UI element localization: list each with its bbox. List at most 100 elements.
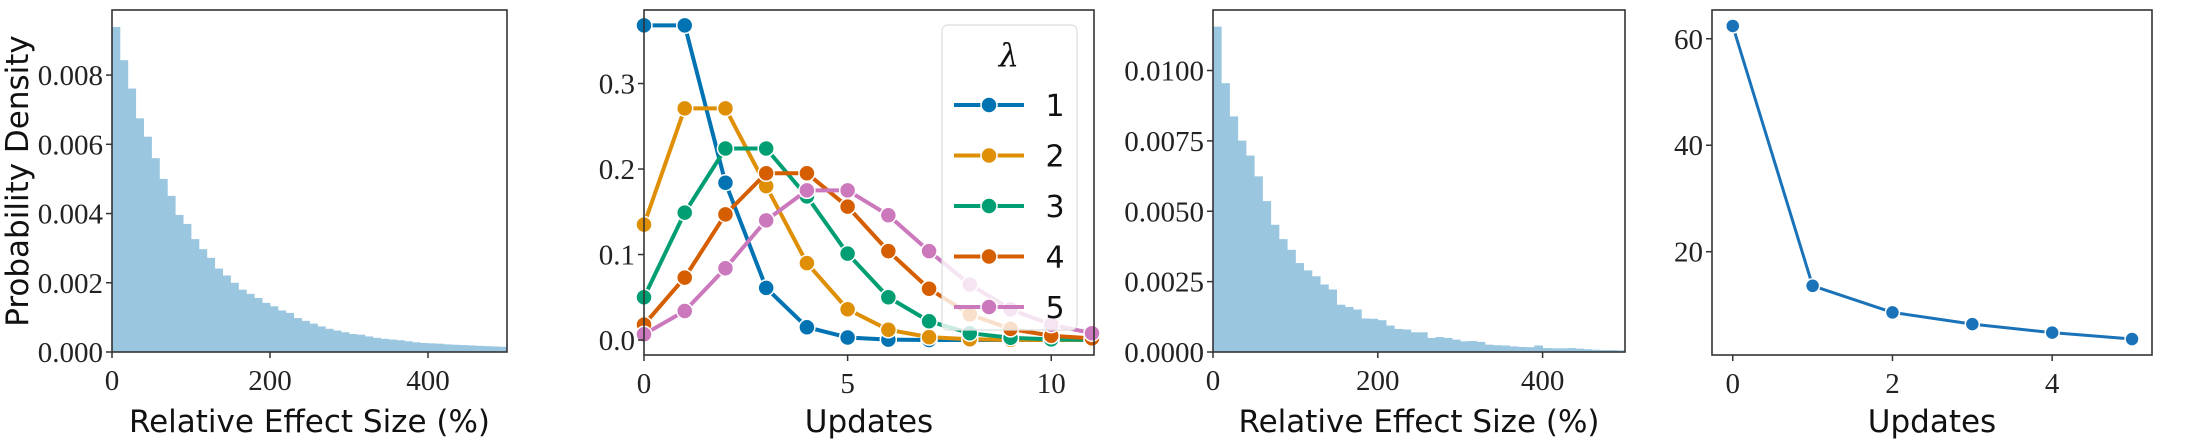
- histogram-bar: [1534, 345, 1543, 352]
- y-tick-label: 0.0050: [1124, 196, 1204, 228]
- histogram-bar: [459, 345, 468, 352]
- legend-label: 4: [1045, 241, 1064, 276]
- data-point: [879, 321, 898, 339]
- data-point: [1725, 18, 1741, 34]
- histogram-bar: [159, 178, 168, 352]
- histogram-bar: [1254, 176, 1263, 352]
- histogram-bar: [1550, 348, 1560, 352]
- x-tick-label: 5: [840, 368, 855, 400]
- histogram-bar: [428, 343, 437, 352]
- histogram-bar: [1245, 155, 1255, 352]
- histogram-bar: [475, 345, 484, 352]
- histogram-bar: [1328, 289, 1337, 352]
- histogram-bar: [1583, 349, 1593, 352]
- y-tick-label: 0.1: [599, 240, 635, 272]
- histogram-bar: [1287, 249, 1296, 352]
- data-point: [920, 242, 938, 260]
- x-tick-label: 0: [1726, 368, 1741, 400]
- histogram-bar: [143, 136, 152, 352]
- data-point: [920, 312, 938, 330]
- x-tick-label: 0: [1206, 365, 1221, 397]
- y-axis-label: Probability Density: [0, 35, 36, 327]
- data-point: [879, 242, 898, 260]
- histogram-bar: [349, 334, 358, 352]
- series-series: [1725, 18, 2140, 347]
- x-tick-label: 0: [637, 368, 652, 400]
- histogram-bar: [1262, 201, 1272, 352]
- histogram-bar: [293, 318, 302, 352]
- histogram-bar: [206, 257, 216, 352]
- legend-marker: [980, 298, 998, 316]
- x-tick-label: 10: [1037, 368, 1066, 400]
- data-point: [1964, 316, 1981, 332]
- data-point: [1884, 304, 1901, 321]
- histogram-bar: [404, 341, 413, 352]
- y-tick-label: 0.0025: [1124, 267, 1204, 299]
- histogram-bar: [112, 26, 121, 352]
- data-point: [675, 268, 694, 287]
- histogram-bar: [1361, 318, 1370, 352]
- data-point: [879, 206, 898, 224]
- histogram-bar: [1237, 140, 1247, 352]
- histogram-bar: [285, 312, 295, 352]
- histogram-bar: [262, 302, 271, 352]
- legend-label: 3: [1045, 190, 1064, 225]
- axes-frame: [1711, 9, 2153, 356]
- histogram-bar: [1592, 349, 1601, 352]
- histogram-bar: [451, 344, 460, 352]
- histogram-bar: [230, 282, 239, 352]
- histogram-bar: [1278, 239, 1288, 352]
- histogram-bar: [396, 340, 405, 352]
- data-point: [757, 164, 775, 183]
- legend: λ1 2 3 4 5: [941, 24, 1078, 331]
- histogram-bar: [1311, 276, 1321, 352]
- histogram-bar: [1402, 329, 1412, 352]
- data-point: [757, 139, 775, 158]
- histogram-bar: [435, 343, 445, 352]
- legend-label: 5: [1045, 291, 1064, 326]
- panel-4: 0 2 4 20 40 60 Updates: [1674, 9, 2153, 440]
- histogram-bar: [277, 310, 287, 352]
- data-point: [716, 205, 735, 224]
- legend-marker: [980, 146, 998, 165]
- y-tick-label: 60: [1674, 24, 1703, 56]
- histogram-bar: [127, 88, 137, 353]
- y-tick-label: 0.0000: [1124, 337, 1204, 369]
- histogram-bar: [1427, 337, 1436, 352]
- data-point: [716, 99, 735, 118]
- x-tick-label: 200: [1356, 365, 1400, 397]
- plot-area: [1213, 26, 1626, 353]
- histogram-bar: [1509, 346, 1519, 352]
- axes-frame: [1212, 9, 1626, 353]
- histogram-bar: [1303, 270, 1313, 352]
- histogram-bar: [1517, 346, 1527, 352]
- legend-label: 2: [1045, 140, 1064, 175]
- histogram-bar: [333, 330, 342, 352]
- histogram-bar: [1419, 332, 1428, 352]
- data-point: [716, 259, 735, 277]
- data-point: [920, 279, 938, 298]
- histogram-bar: [254, 298, 263, 352]
- panel-2: 0 5 10 0.0 0.1 0.2 0.3 Updates λ1 2 3 4 5: [599, 9, 1101, 440]
- histogram-bar: [1443, 337, 1453, 352]
- histogram-bar: [380, 338, 389, 352]
- legend-frame: [941, 24, 1078, 331]
- histogram-bar: [483, 346, 492, 352]
- histogram-bar: [151, 158, 160, 352]
- histogram-bar: [309, 323, 318, 352]
- legend-marker: [980, 197, 998, 215]
- x-axis-label: Relative Effect Size (%): [129, 404, 490, 440]
- legend-entry-5: 5: [954, 291, 1065, 326]
- data-point: [1083, 324, 1101, 342]
- y-tick-label: 0.0: [599, 325, 635, 357]
- histogram-bar: [443, 344, 453, 352]
- data-point: [798, 254, 816, 272]
- histogram-bar: [1542, 348, 1552, 352]
- histogram-bar: [246, 293, 255, 352]
- histogram-bar: [1476, 341, 1486, 352]
- x-axis-label: Relative Effect Size (%): [1238, 404, 1599, 440]
- plot-area: [1725, 18, 2140, 347]
- data-point: [675, 99, 694, 118]
- histogram-bar: [499, 346, 508, 352]
- axes-frame: [111, 9, 508, 353]
